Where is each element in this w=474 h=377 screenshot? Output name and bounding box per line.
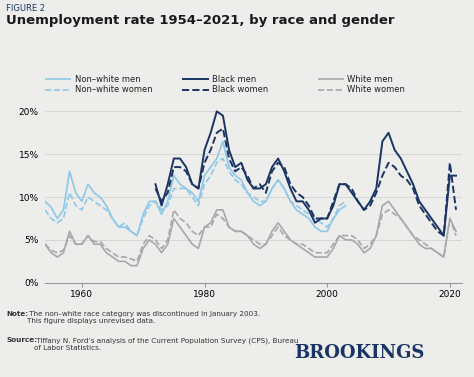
Text: Source:: Source: [6,337,37,343]
Text: The non–white race category was discontinued in January 2003.
This figure displa: The non–white race category was disconti… [27,311,261,324]
Text: Black women: Black women [212,85,269,94]
Text: FIGURE 2: FIGURE 2 [6,4,45,13]
Text: White men: White men [347,75,393,84]
Text: Black men: Black men [212,75,256,84]
Text: Non–white women: Non–white women [75,85,153,94]
Text: Tiffany N. Ford’s analysis of the Current Population Survey (CPS), Bureau
of Lab: Tiffany N. Ford’s analysis of the Curren… [34,337,298,351]
Text: White women: White women [347,85,405,94]
Text: Unemployment rate 1954–2021, by race and gender: Unemployment rate 1954–2021, by race and… [6,14,395,27]
Text: BROOKINGS: BROOKINGS [294,344,424,362]
Text: Non–white men: Non–white men [75,75,140,84]
Text: Note:: Note: [6,311,28,317]
